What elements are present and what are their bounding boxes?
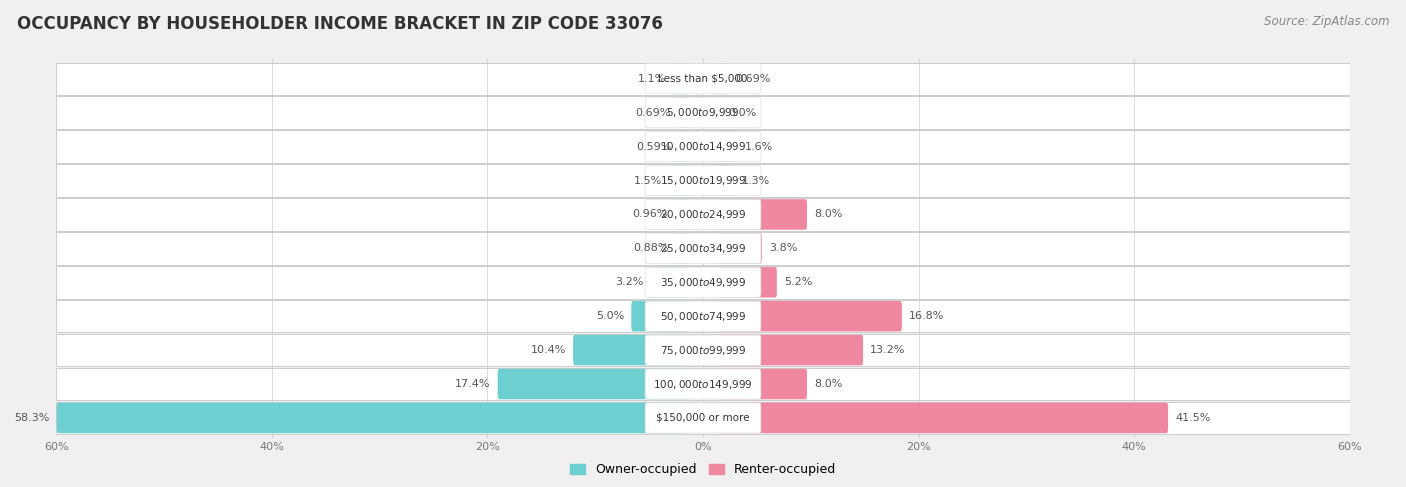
FancyBboxPatch shape bbox=[56, 198, 1350, 231]
Text: 1.6%: 1.6% bbox=[745, 142, 773, 151]
Text: OCCUPANCY BY HOUSEHOLDER INCOME BRACKET IN ZIP CODE 33076: OCCUPANCY BY HOUSEHOLDER INCOME BRACKET … bbox=[17, 15, 662, 33]
Text: 1.5%: 1.5% bbox=[634, 175, 662, 186]
FancyBboxPatch shape bbox=[56, 368, 1350, 400]
Text: $25,000 to $34,999: $25,000 to $34,999 bbox=[659, 242, 747, 255]
Text: 1.3%: 1.3% bbox=[742, 175, 770, 186]
Text: $5,000 to $9,999: $5,000 to $9,999 bbox=[666, 106, 740, 119]
Text: $50,000 to $74,999: $50,000 to $74,999 bbox=[659, 310, 747, 323]
Text: $35,000 to $49,999: $35,000 to $49,999 bbox=[659, 276, 747, 289]
FancyBboxPatch shape bbox=[645, 369, 761, 399]
Text: 0.69%: 0.69% bbox=[735, 74, 770, 84]
Text: Less than $5,000: Less than $5,000 bbox=[658, 74, 748, 84]
FancyBboxPatch shape bbox=[56, 131, 1350, 163]
Text: 41.5%: 41.5% bbox=[1175, 413, 1211, 423]
FancyBboxPatch shape bbox=[56, 62, 1350, 95]
FancyBboxPatch shape bbox=[645, 267, 761, 298]
Text: 3.8%: 3.8% bbox=[769, 244, 797, 253]
Text: $20,000 to $24,999: $20,000 to $24,999 bbox=[659, 208, 747, 221]
Text: $75,000 to $99,999: $75,000 to $99,999 bbox=[659, 344, 747, 356]
Text: 13.2%: 13.2% bbox=[870, 345, 905, 355]
FancyBboxPatch shape bbox=[56, 403, 689, 433]
FancyBboxPatch shape bbox=[645, 97, 761, 128]
FancyBboxPatch shape bbox=[56, 334, 1350, 366]
Text: 0.0%: 0.0% bbox=[728, 108, 756, 118]
FancyBboxPatch shape bbox=[498, 369, 689, 399]
FancyBboxPatch shape bbox=[678, 97, 689, 128]
FancyBboxPatch shape bbox=[679, 131, 689, 162]
FancyBboxPatch shape bbox=[717, 369, 807, 399]
Text: 0.88%: 0.88% bbox=[633, 244, 669, 253]
Text: $10,000 to $14,999: $10,000 to $14,999 bbox=[659, 140, 747, 153]
FancyBboxPatch shape bbox=[645, 166, 761, 196]
Legend: Owner-occupied, Renter-occupied: Owner-occupied, Renter-occupied bbox=[565, 458, 841, 482]
Text: 8.0%: 8.0% bbox=[814, 379, 842, 389]
FancyBboxPatch shape bbox=[645, 335, 761, 365]
FancyBboxPatch shape bbox=[631, 301, 689, 332]
Text: 5.0%: 5.0% bbox=[596, 311, 624, 321]
FancyBboxPatch shape bbox=[56, 266, 1350, 299]
Text: 8.0%: 8.0% bbox=[814, 209, 842, 220]
Text: 17.4%: 17.4% bbox=[456, 379, 491, 389]
FancyBboxPatch shape bbox=[717, 267, 778, 298]
Text: $150,000 or more: $150,000 or more bbox=[657, 413, 749, 423]
FancyBboxPatch shape bbox=[673, 63, 689, 94]
FancyBboxPatch shape bbox=[645, 131, 761, 162]
Text: 0.69%: 0.69% bbox=[636, 108, 671, 118]
Text: 10.4%: 10.4% bbox=[530, 345, 567, 355]
FancyBboxPatch shape bbox=[717, 403, 1168, 433]
Text: 1.1%: 1.1% bbox=[638, 74, 666, 84]
Text: 5.2%: 5.2% bbox=[785, 277, 813, 287]
FancyBboxPatch shape bbox=[717, 199, 807, 230]
Text: 58.3%: 58.3% bbox=[14, 413, 49, 423]
FancyBboxPatch shape bbox=[717, 301, 901, 332]
FancyBboxPatch shape bbox=[574, 335, 689, 365]
FancyBboxPatch shape bbox=[675, 199, 689, 230]
FancyBboxPatch shape bbox=[651, 267, 689, 298]
FancyBboxPatch shape bbox=[56, 402, 1350, 434]
Text: 3.2%: 3.2% bbox=[616, 277, 644, 287]
FancyBboxPatch shape bbox=[717, 335, 863, 365]
FancyBboxPatch shape bbox=[669, 165, 689, 196]
FancyBboxPatch shape bbox=[56, 300, 1350, 333]
Text: 0.96%: 0.96% bbox=[633, 209, 668, 220]
Text: $15,000 to $19,999: $15,000 to $19,999 bbox=[659, 174, 747, 187]
Text: 0.59%: 0.59% bbox=[637, 142, 672, 151]
FancyBboxPatch shape bbox=[676, 233, 689, 263]
FancyBboxPatch shape bbox=[645, 301, 761, 331]
Text: Source: ZipAtlas.com: Source: ZipAtlas.com bbox=[1264, 15, 1389, 28]
FancyBboxPatch shape bbox=[717, 233, 762, 263]
FancyBboxPatch shape bbox=[717, 63, 728, 94]
FancyBboxPatch shape bbox=[56, 96, 1350, 129]
FancyBboxPatch shape bbox=[645, 199, 761, 229]
FancyBboxPatch shape bbox=[645, 233, 761, 263]
Text: 16.8%: 16.8% bbox=[908, 311, 945, 321]
FancyBboxPatch shape bbox=[645, 403, 761, 433]
FancyBboxPatch shape bbox=[717, 165, 735, 196]
FancyBboxPatch shape bbox=[717, 131, 738, 162]
FancyBboxPatch shape bbox=[56, 164, 1350, 197]
Text: $100,000 to $149,999: $100,000 to $149,999 bbox=[654, 377, 752, 391]
FancyBboxPatch shape bbox=[56, 232, 1350, 264]
FancyBboxPatch shape bbox=[645, 64, 761, 94]
